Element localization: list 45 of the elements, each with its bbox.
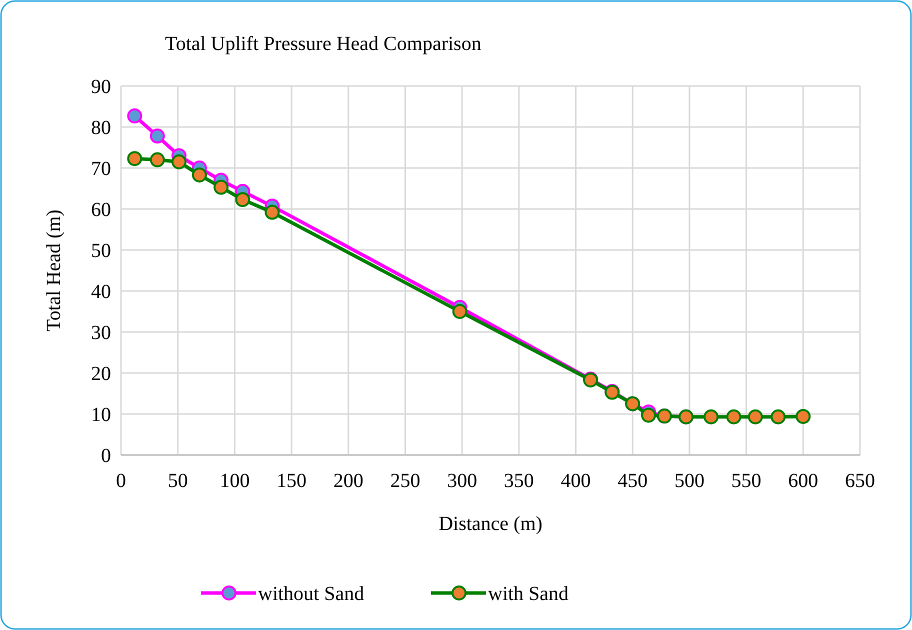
x-tick-label: 300	[447, 470, 478, 492]
point	[127, 151, 142, 166]
y-tick-label: 20	[91, 363, 111, 385]
chart-title: Total Uplift Pressure Head Comparison	[165, 33, 482, 55]
y-tick-label: 40	[91, 281, 111, 303]
point	[235, 192, 250, 208]
point	[171, 154, 186, 170]
y-tick-label: 10	[91, 404, 111, 426]
x-tick-label: 100	[220, 470, 250, 492]
point	[127, 108, 142, 124]
point	[150, 128, 165, 144]
point	[641, 408, 656, 423]
point	[452, 304, 468, 319]
x-tick-label: 250	[390, 470, 420, 492]
legend-label: with Sand	[488, 583, 569, 605]
x-tick-label: 500	[674, 470, 704, 492]
y-tick-label: 30	[91, 322, 111, 344]
x-tick-label: 200	[333, 470, 364, 492]
x-tick-label: 400	[560, 470, 591, 492]
point	[796, 408, 811, 424]
point	[192, 167, 207, 182]
x-tick-label: 600	[788, 470, 818, 492]
x-tick-label: 450	[618, 470, 648, 492]
y-tick-label: 60	[91, 199, 111, 221]
point	[150, 152, 165, 168]
legend-label: without Sand	[258, 583, 364, 605]
x-tick-label: 0	[116, 470, 126, 492]
point	[264, 204, 280, 220]
y-axis-title: Total Head (m)	[43, 210, 65, 332]
point	[748, 409, 763, 424]
x-axis-title: Distance (m)	[438, 513, 542, 535]
y-tick-label: 70	[91, 158, 111, 180]
point	[214, 180, 229, 195]
x-tick-label: 50	[168, 470, 188, 492]
x-tick-label: 150	[276, 470, 307, 492]
y-tick-label: 90	[91, 76, 111, 98]
point	[726, 409, 742, 424]
x-tick-label: 350	[504, 470, 534, 492]
y-tick-label: 50	[91, 240, 111, 262]
y-tick-label: 80	[91, 117, 111, 139]
x-tick-label: 650	[845, 470, 875, 492]
point	[704, 409, 719, 424]
y-tick-label: 0	[101, 445, 111, 467]
x-tick-label: 550	[731, 470, 762, 492]
point	[770, 409, 786, 424]
